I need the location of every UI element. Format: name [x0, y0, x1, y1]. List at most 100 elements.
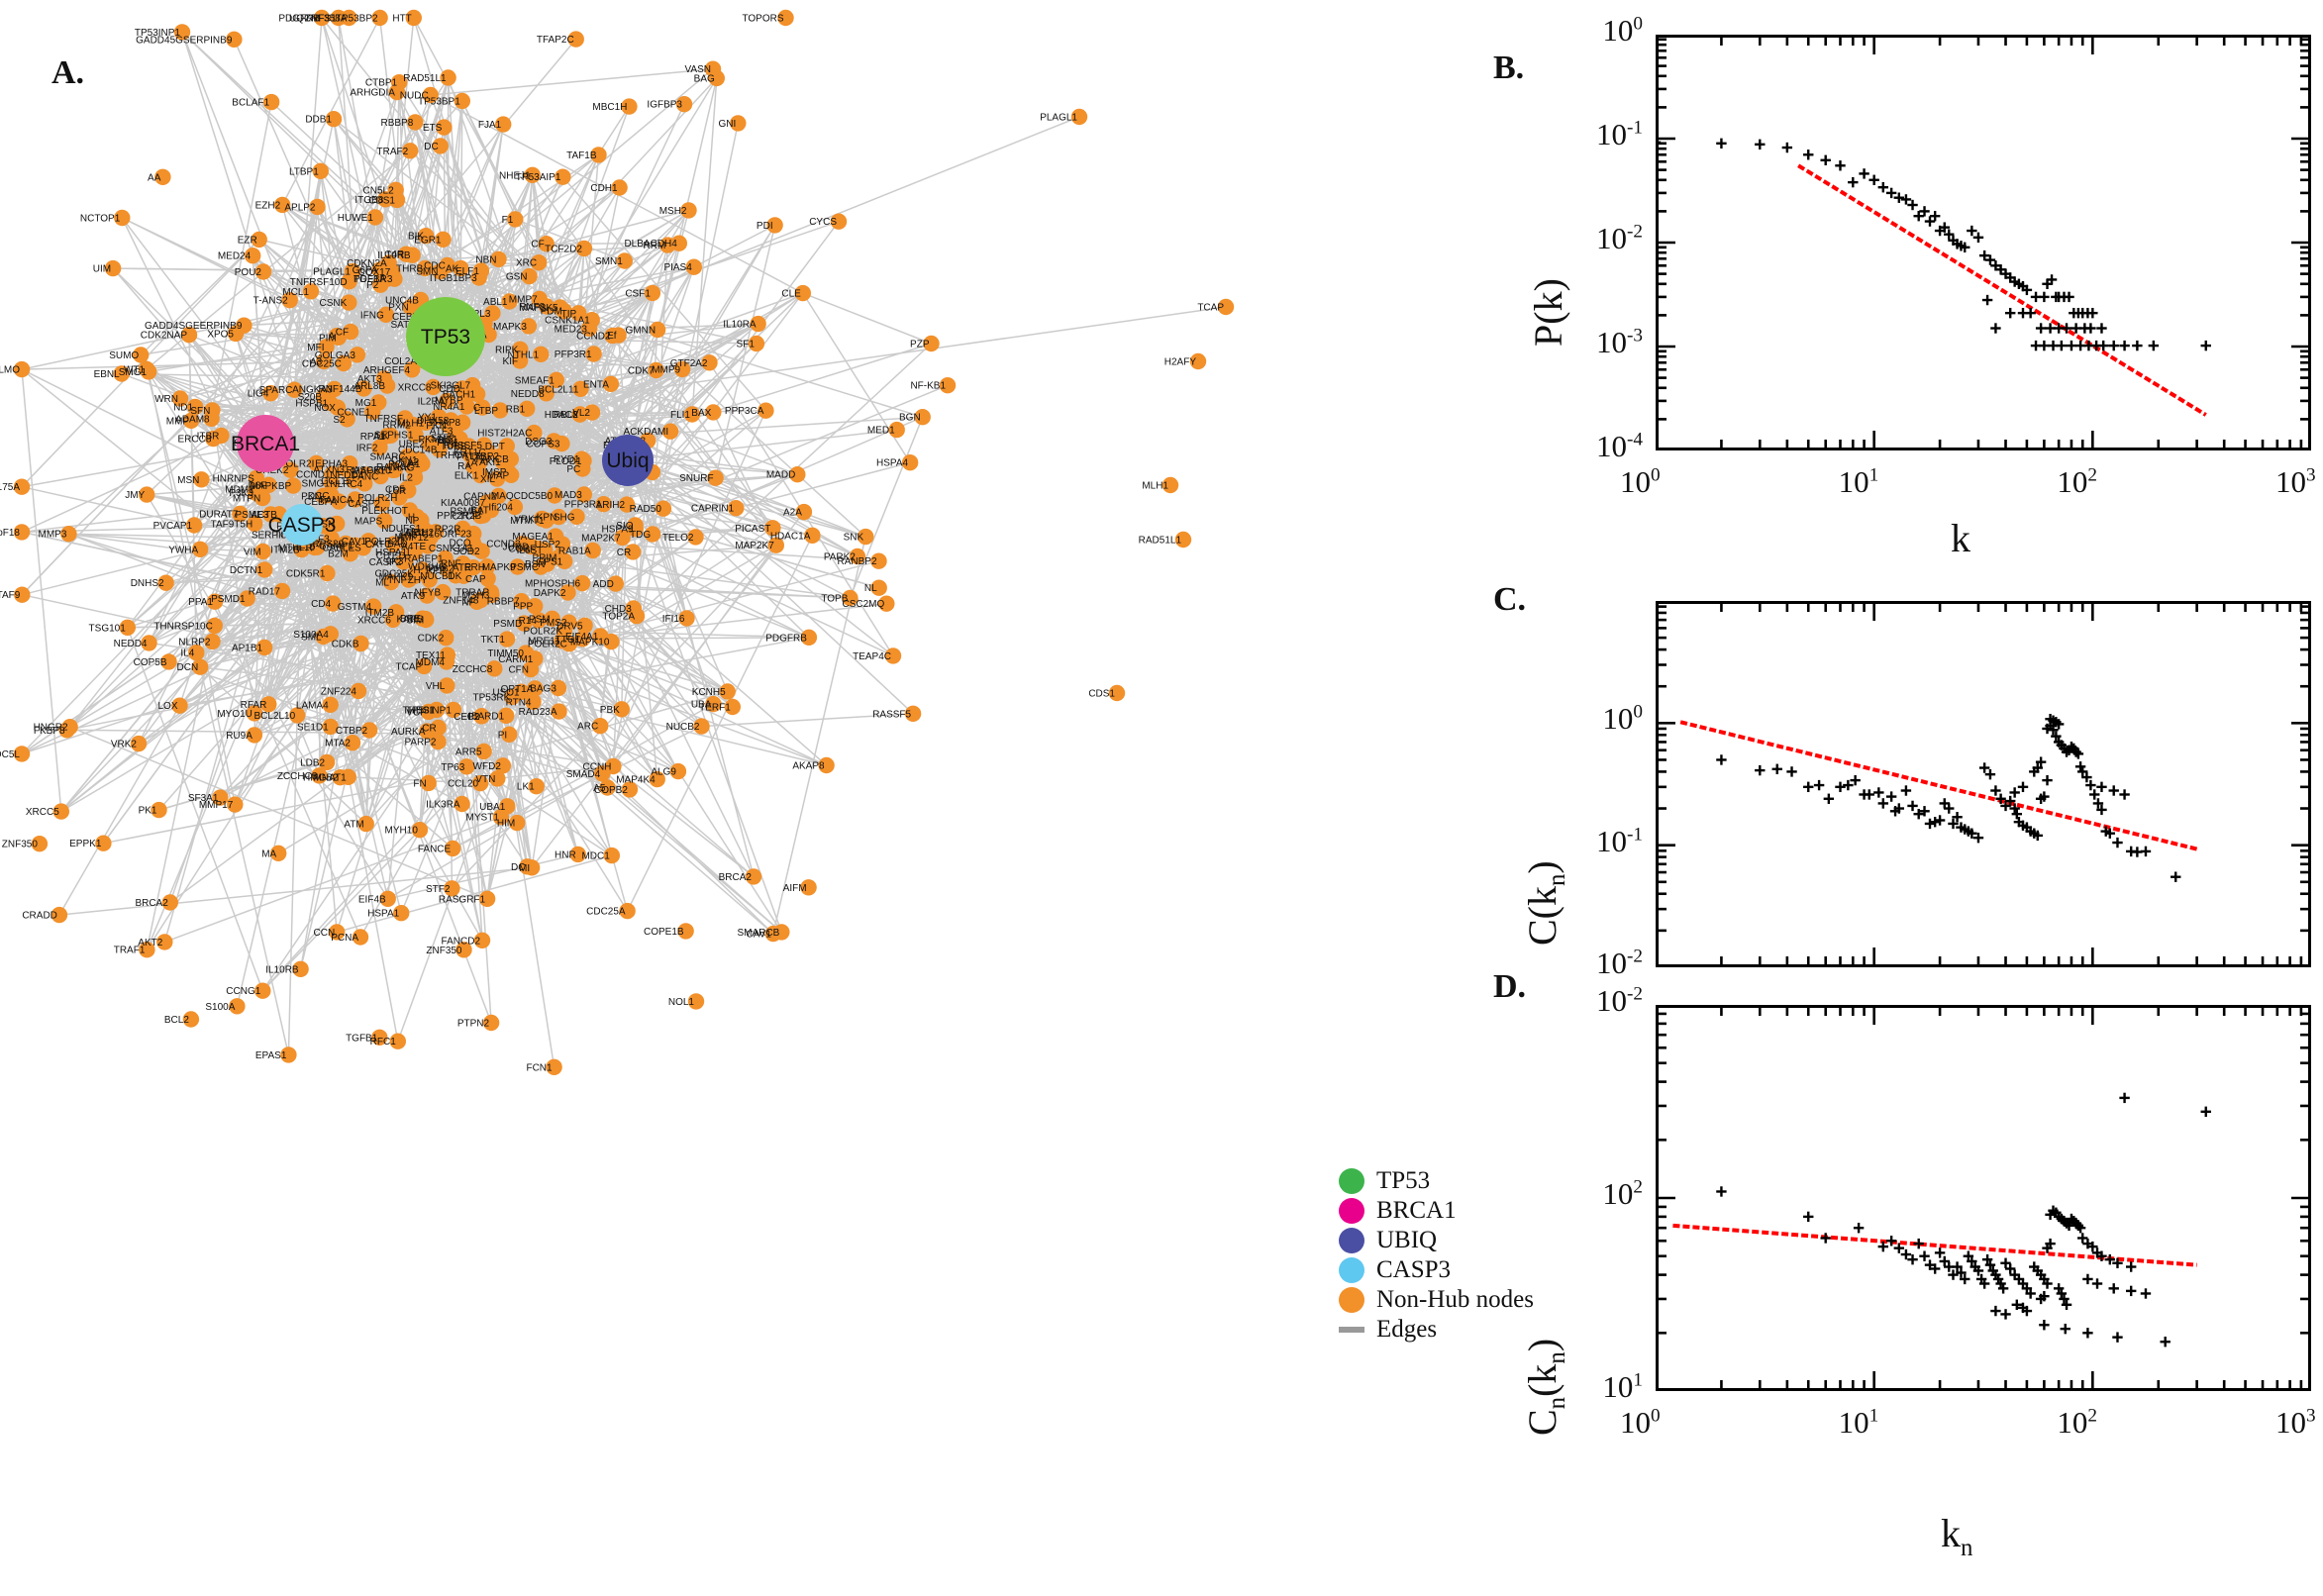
network-node[interactable] [521, 267, 538, 285]
network-node[interactable] [435, 231, 452, 248]
network-node[interactable] [490, 487, 507, 505]
network-node[interactable] [454, 555, 471, 572]
network-node[interactable] [576, 617, 593, 634]
network-node[interactable] [506, 498, 524, 516]
network-node[interactable] [385, 536, 402, 552]
network-node[interactable] [473, 932, 491, 948]
network-node[interactable] [685, 258, 702, 275]
network-node[interactable] [282, 461, 299, 478]
network-node[interactable] [339, 411, 355, 428]
network-node[interactable] [245, 248, 261, 264]
network-node[interactable] [777, 9, 794, 27]
network-node[interactable] [323, 474, 341, 492]
network-node[interactable] [884, 648, 902, 664]
network-node[interactable] [404, 247, 421, 263]
network-node[interactable] [818, 756, 835, 774]
network-node[interactable] [141, 635, 157, 651]
network-node[interactable] [472, 466, 489, 484]
network-node[interactable] [655, 500, 672, 517]
network-node[interactable] [151, 801, 167, 819]
network-node[interactable] [95, 835, 112, 851]
network-node[interactable] [571, 406, 588, 423]
network-node[interactable] [292, 960, 309, 977]
network-node[interactable] [719, 683, 736, 700]
network-node[interactable] [800, 879, 817, 896]
network-node[interactable] [471, 774, 489, 792]
network-node[interactable] [377, 191, 394, 208]
network-node[interactable] [914, 409, 931, 426]
network-node[interactable] [360, 722, 378, 739]
network-node[interactable] [728, 500, 745, 517]
network-node[interactable] [254, 543, 271, 560]
network-node[interactable] [575, 486, 592, 503]
network-node[interactable] [417, 259, 434, 277]
network-node[interactable] [139, 486, 155, 503]
network-node[interactable] [438, 653, 455, 670]
network-node[interactable] [456, 391, 473, 408]
network-node[interactable] [870, 579, 887, 596]
network-node[interactable] [248, 481, 264, 498]
network-graph[interactable]: ARL8B TAF1B TAF9 G6PA ALG9 MAGEA1 MDC1 AA DHX58 C… [0, 0, 1416, 1596]
network-node[interactable] [501, 293, 518, 310]
network-node[interactable] [404, 458, 421, 475]
network-node[interactable] [687, 993, 705, 1010]
network-node[interactable] [804, 527, 821, 544]
network-node[interactable] [448, 567, 464, 584]
network-node[interactable] [1162, 476, 1179, 494]
network-node[interactable] [559, 584, 576, 601]
network-node[interactable] [104, 259, 122, 277]
network-node[interactable] [293, 541, 310, 558]
network-node[interactable] [555, 168, 571, 185]
network-node[interactable] [478, 558, 496, 575]
network-node[interactable] [347, 491, 363, 508]
network-node[interactable] [410, 528, 427, 545]
network-node[interactable] [322, 696, 339, 713]
network-node[interactable] [473, 708, 490, 725]
network-node[interactable] [516, 615, 533, 632]
network-node[interactable] [602, 375, 620, 392]
hub-node-brca1[interactable] [237, 415, 294, 472]
network-node[interactable] [262, 93, 280, 111]
network-node[interactable] [705, 404, 722, 421]
network-node[interactable] [251, 231, 267, 249]
network-node[interactable] [592, 628, 609, 645]
network-node[interactable] [546, 1058, 562, 1076]
network-node[interactable] [513, 683, 530, 700]
network-node[interactable] [260, 476, 277, 493]
network-node[interactable] [289, 707, 306, 724]
network-node[interactable] [590, 147, 607, 163]
network-node[interactable] [509, 558, 526, 575]
network-node[interactable] [380, 254, 397, 271]
network-node[interactable] [475, 507, 492, 524]
network-node[interactable] [161, 894, 178, 911]
network-node[interactable] [356, 475, 373, 492]
network-node[interactable] [13, 524, 31, 541]
network-node[interactable] [533, 346, 550, 362]
network-node[interactable] [113, 365, 130, 382]
network-node[interactable] [419, 587, 436, 604]
network-node[interactable] [575, 240, 593, 257]
network-node[interactable] [501, 726, 518, 743]
network-node[interactable] [678, 610, 695, 627]
network-node[interactable] [353, 635, 369, 652]
network-node[interactable] [140, 363, 157, 380]
network-node[interactable] [644, 526, 661, 543]
network-node[interactable] [528, 778, 545, 795]
network-node[interactable] [58, 722, 75, 739]
network-node[interactable] [595, 496, 612, 513]
network-node[interactable] [403, 361, 421, 378]
network-node[interactable] [552, 299, 568, 316]
network-node[interactable] [546, 487, 563, 504]
network-node[interactable] [376, 512, 393, 530]
network-node[interactable] [386, 461, 403, 478]
network-node[interactable] [687, 529, 704, 546]
network-node[interactable] [227, 796, 244, 813]
network-node[interactable] [371, 1029, 388, 1047]
network-node[interactable] [430, 733, 447, 750]
network-node[interactable] [683, 406, 701, 423]
network-node[interactable] [708, 69, 725, 87]
network-node[interactable] [359, 533, 377, 549]
network-node[interactable] [171, 390, 189, 407]
network-node[interactable] [281, 292, 298, 309]
network-node[interactable] [1070, 108, 1088, 126]
